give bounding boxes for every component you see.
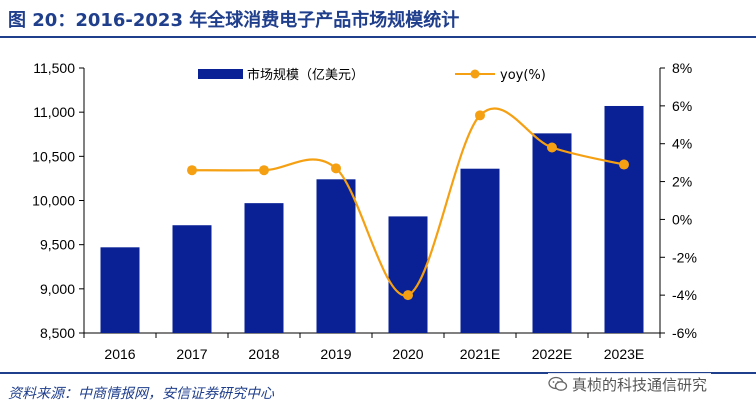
yoy-point-2022E [547, 142, 557, 153]
x-tick-label: 2022E [532, 346, 572, 362]
y-left-tick-label: 9,000 [40, 281, 75, 297]
y-left-tick-label: 9,500 [40, 237, 75, 253]
y-right-tick-label: 2% [672, 174, 692, 190]
chart: 8,500 9,000 9,500 10,000 10,500 11,000 11,500 -… [32, 60, 697, 362]
yoy-point-2017 [187, 165, 197, 176]
bar-2023E [604, 105, 644, 333]
yoy-point-2020 [403, 290, 413, 301]
bar-2017 [172, 225, 212, 333]
y-right-tick-label: 8% [672, 60, 692, 76]
watermark-text: 真桢的科技通信研究 [572, 375, 708, 394]
x-tick-label: 2021E [460, 346, 500, 362]
axes-group: 8,500 9,000 9,500 10,000 10,500 11,000 11,500 -… [32, 60, 697, 362]
y-right-tick-label: -2% [672, 249, 697, 265]
legend-line-label: yoy(%) [500, 68, 546, 83]
title-bar: 图 20：2016-2023 年全球消费电子产品市场规模统计 [0, 0, 756, 38]
x-tick-label: 2019 [320, 346, 351, 362]
bar-2016 [100, 247, 140, 333]
bar-2019 [316, 179, 356, 333]
title-divider [0, 36, 756, 38]
bar-2021E [460, 168, 500, 333]
bars-group [100, 105, 644, 333]
yoy-point-2019 [331, 163, 341, 174]
y-left-tick-label: 11,500 [33, 60, 75, 76]
chart-title: 图 20：2016-2023 年全球消费电子产品市场规模统计 [8, 10, 460, 31]
y-left-tick-label: 10,500 [32, 148, 75, 164]
footer-divider [0, 372, 756, 374]
bar-2020 [388, 216, 428, 333]
yoy-point-2018 [259, 165, 269, 176]
wechat-icon [548, 376, 568, 391]
y-right-tick-label: -6% [672, 325, 697, 341]
legend-bar-label: 市场规模（亿美元） [247, 67, 364, 83]
legend-bar-swatch [198, 69, 243, 79]
x-tick-label: 2018 [248, 346, 279, 362]
yoy-point-2021E [475, 110, 485, 121]
y-left-tick-label: 11,000 [33, 104, 75, 120]
line-group [187, 107, 629, 301]
bar-2022E [532, 133, 572, 333]
y-left-tick-label: 8,500 [40, 325, 75, 341]
yoy-point-2023E [619, 159, 629, 170]
source-note: 资料来源：中商情报网，安信证券研究中心 [8, 386, 274, 402]
x-tick-label: 2023E [604, 346, 644, 362]
y-left-tick-label: 10,000 [32, 193, 75, 209]
bar-2018 [244, 203, 284, 333]
x-tick-label: 2016 [104, 346, 135, 362]
legend: 市场规模（亿美元） yoy(%) [198, 67, 546, 83]
y-right-tick-label: 0% [672, 211, 692, 227]
y-right-tick-label: -4% [672, 287, 697, 303]
y-right-tick-label: 6% [672, 98, 692, 114]
y-right-tick-label: 4% [672, 136, 692, 152]
legend-line-marker [470, 69, 480, 79]
x-tick-label: 2020 [392, 346, 423, 362]
watermark: 真桢的科技通信研究 [548, 373, 712, 395]
x-tick-label: 2017 [176, 346, 207, 362]
